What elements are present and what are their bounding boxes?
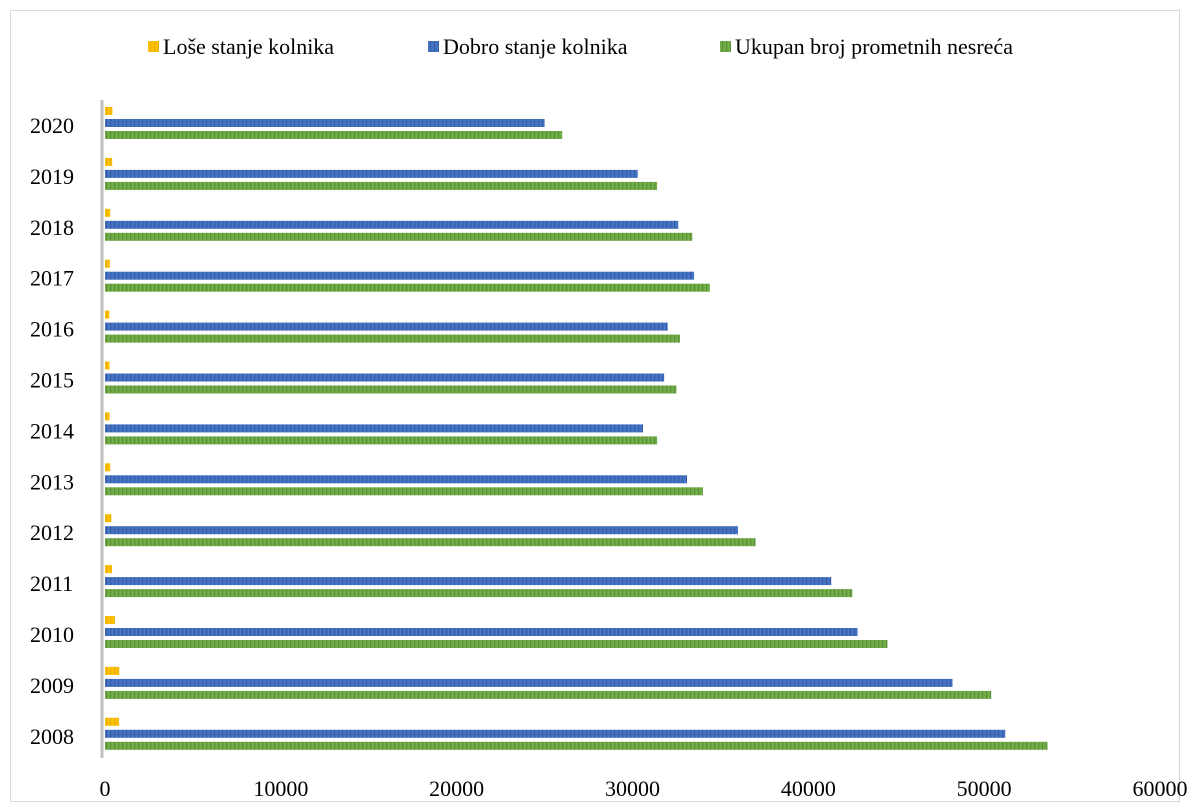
bar-2010-series-1 (105, 616, 115, 624)
bar-2008-series-1 (105, 717, 120, 726)
category-label-2014: 2014 (30, 418, 74, 443)
bar-2009-series-2 (105, 678, 953, 687)
legend-label-2: Dobro stanje kolnika (443, 34, 628, 59)
bar-2013-series-3 (105, 487, 703, 496)
category-labels: 2020 2019 2018 2017 2016 2015 2014 2013 2012 2011… (30, 113, 74, 749)
chart-frame (10, 10, 1180, 802)
bar-2020-series-1 (105, 107, 113, 115)
bar-2010-series-3 (105, 640, 888, 648)
category-label-2008: 2008 (30, 724, 74, 749)
bar-2020-series-3 (105, 131, 563, 139)
bar-2014-series-3 (105, 436, 658, 445)
category-label-2018: 2018 (30, 215, 74, 240)
bar-2019-series-2 (105, 169, 638, 178)
x-tick-label-10000: 10000 (253, 776, 308, 801)
category-label-2015: 2015 (30, 368, 74, 393)
legend: Loše stanje kolnika Dobro stanje kolnika U… (148, 34, 1013, 59)
bar-2020-series-2 (105, 119, 545, 127)
category-label-2019: 2019 (30, 164, 74, 189)
bar-2017-series-3 (105, 283, 710, 292)
bar-2012-series-2 (105, 526, 738, 535)
bar-2018-series-1 (105, 208, 111, 217)
category-label-2009: 2009 (30, 673, 74, 698)
bar-2019-series-3 (105, 181, 658, 190)
bar-2012-series-1 (105, 514, 112, 523)
bar-2014-series-2 (105, 424, 644, 433)
legend-swatch-2 (428, 41, 439, 52)
bar-2009-series-1 (105, 666, 120, 675)
legend-swatch-3 (720, 41, 731, 52)
bar-2010-series-2 (105, 628, 858, 636)
bar-2009-series-3 (105, 690, 992, 699)
bar-2011-series-2 (105, 577, 832, 586)
bar-2016-series-2 (105, 322, 668, 331)
bar-2015-series-3 (105, 385, 677, 394)
bar-2011-series-3 (105, 589, 853, 598)
category-label-2020: 2020 (30, 113, 74, 138)
x-tick-label-20000: 20000 (429, 776, 484, 801)
legend-label-1: Loše stanje kolnika (163, 34, 334, 59)
bar-2013-series-2 (105, 475, 688, 484)
x-tick-labels: 0 10000 20000 30000 40000 50000 60000 (100, 776, 1188, 801)
bar-2014-series-1 (105, 412, 110, 421)
x-tick-label-60000: 60000 (1133, 776, 1188, 801)
category-label-2010: 2010 (30, 622, 74, 647)
bar-2008-series-2 (105, 729, 1006, 738)
x-tick-label-40000: 40000 (781, 776, 836, 801)
bar-2011-series-1 (105, 565, 113, 574)
bar-2019-series-1 (105, 157, 113, 166)
bar-2012-series-3 (105, 538, 756, 547)
legend-label-3: Ukupan broj prometnih nesreća (735, 34, 1013, 59)
bar-2015-series-2 (105, 373, 665, 382)
bar-2016-series-1 (105, 310, 110, 319)
category-label-2012: 2012 (30, 520, 74, 545)
x-tick-label-50000: 50000 (957, 776, 1012, 801)
bar-2017-series-1 (105, 259, 110, 268)
category-label-2013: 2013 (30, 469, 74, 494)
bar-2017-series-2 (105, 271, 695, 280)
bar-2013-series-1 (105, 463, 111, 472)
category-label-2017: 2017 (30, 266, 74, 291)
legend-swatch-1 (148, 41, 159, 52)
category-label-2016: 2016 (30, 317, 74, 342)
x-tick-label-0: 0 (100, 776, 111, 801)
bar-2016-series-3 (105, 334, 680, 343)
bar-2018-series-2 (105, 220, 679, 229)
bar-2018-series-3 (105, 232, 693, 241)
bar-2008-series-3 (105, 741, 1048, 750)
bar-2015-series-1 (105, 361, 110, 370)
bars (105, 107, 1048, 750)
category-label-2011: 2011 (30, 571, 73, 596)
x-tick-label-30000: 30000 (605, 776, 660, 801)
